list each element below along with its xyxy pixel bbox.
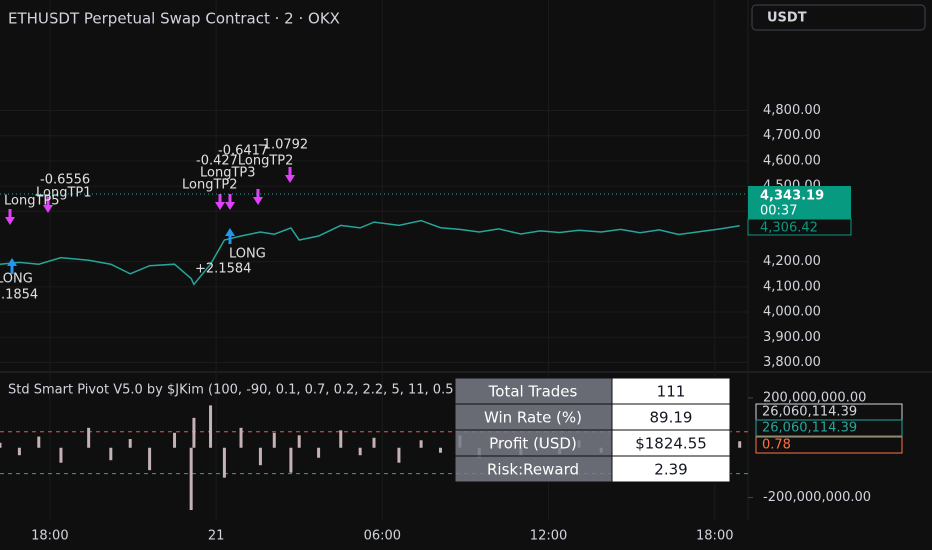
y-tick-label: 4,800.00 — [763, 103, 821, 118]
trade-annotation: LongTP5 — [4, 194, 60, 209]
trade-annotation: -0.6556 — [40, 173, 90, 188]
price-tag-box — [748, 186, 851, 220]
table-value: 2.39 — [654, 461, 687, 479]
exit-arrow — [225, 194, 235, 210]
indicator-title: Std Smart Pivot V5.0 by $JKim (100, -90,… — [8, 383, 453, 398]
histogram-bar — [192, 417, 196, 448]
table-value: 89.19 — [650, 409, 693, 427]
currency-button[interactable] — [751, 4, 926, 31]
price-tag: 4,306.42 — [760, 221, 818, 236]
table-value-cell — [611, 377, 731, 405]
table-label-cell — [454, 377, 613, 405]
trade-annotation: LongTP2 — [182, 178, 238, 193]
histogram-bar — [239, 427, 243, 448]
indicator-tag: 26,060,114.39 — [762, 421, 857, 436]
histogram-bar — [358, 447, 362, 456]
exit-arrow — [215, 194, 225, 210]
histogram-bar — [397, 447, 401, 463]
histogram-bar — [37, 436, 41, 448]
indicator-tag-box — [755, 436, 903, 454]
histogram-bar — [272, 432, 276, 448]
indicator-tag-box — [755, 419, 903, 437]
table-value-cell — [611, 403, 731, 431]
y-tick-label: 4,200.00 — [763, 254, 821, 269]
price-tag: 4,343.19 — [760, 189, 824, 204]
trade-annotation: +2.1584 — [195, 262, 251, 277]
x-tick-label: 06:00 — [364, 529, 401, 544]
table-value-cell — [611, 429, 731, 457]
table-label: Risk:Reward — [487, 461, 579, 479]
histogram-bar — [17, 447, 21, 456]
histogram-bar — [189, 447, 193, 511]
histogram-bar — [339, 430, 343, 448]
table-label: Win Rate (%) — [484, 409, 582, 427]
y-tick-label: 3,900.00 — [763, 330, 821, 345]
histogram-bar — [419, 440, 423, 448]
histogram-bar — [297, 435, 301, 448]
y-tick-label: 3,800.00 — [763, 355, 821, 370]
table-value-cell — [611, 455, 731, 483]
trade-annotation: -0.427LongTP2 — [196, 154, 293, 169]
entry-arrow — [7, 258, 17, 274]
table-value: 111 — [657, 383, 686, 401]
y-tick-label: 4,700.00 — [763, 128, 821, 143]
histogram-bar — [289, 447, 293, 473]
histogram-bar — [59, 447, 63, 463]
histogram-bar — [258, 447, 262, 466]
x-tick-label: 18:00 — [696, 529, 733, 544]
histogram-bar — [372, 437, 376, 448]
trade-annotation: -1.0792 — [258, 138, 308, 153]
histogram-bar — [209, 405, 213, 448]
histogram-bar — [173, 432, 177, 448]
exit-arrow — [5, 209, 15, 225]
histogram-bar — [128, 439, 132, 448]
histogram-bar — [87, 427, 91, 448]
trade-annotation: LongTP3 — [200, 166, 256, 181]
entry-arrow — [225, 228, 235, 244]
chart-title: ETHUSDT Perpetual Swap Contract · 2 · OK… — [8, 10, 340, 28]
y-tick-label: 200,000,000.00 — [763, 390, 866, 405]
histogram-bar — [148, 447, 152, 471]
trade-annotation: LONG — [229, 247, 266, 262]
trade-annotation: -0.6417 — [218, 144, 268, 159]
trade-annotation: LongTP1 — [36, 186, 92, 201]
table-label-cell — [454, 455, 613, 483]
trade-annotation: -1.1854 — [0, 288, 38, 303]
indicator-tag: 0.78 — [762, 438, 791, 453]
histogram-bar — [0, 442, 2, 448]
histogram-bar — [438, 447, 442, 453]
x-tick-label: 21 — [208, 529, 225, 544]
countdown-tag: 00:37 — [760, 204, 797, 219]
x-tick-label: 12:00 — [530, 529, 567, 544]
histogram-bar — [222, 447, 226, 478]
exit-arrow — [285, 167, 295, 183]
table-value: $1824.55 — [635, 435, 707, 453]
exit-arrow — [43, 197, 53, 213]
table-label-cell — [454, 403, 613, 431]
table-label-cell — [454, 429, 613, 457]
y-tick-label: 4,100.00 — [763, 279, 821, 294]
y-tick-label: -200,000,000.00 — [763, 490, 871, 505]
price-tag-box — [747, 218, 852, 236]
histogram-bar — [109, 447, 113, 461]
histogram-bar — [317, 447, 321, 458]
x-tick-label: 18:00 — [31, 529, 68, 544]
exit-arrow — [253, 189, 263, 205]
y-tick-label: 4,600.00 — [763, 153, 821, 168]
indicator-tag: 26,060,114.39 — [762, 405, 857, 420]
table-label: Profit (USD) — [489, 435, 577, 453]
y-tick-label: 4,000.00 — [763, 305, 821, 320]
currency-label[interactable]: USDT — [767, 11, 807, 26]
price-line — [0, 219, 740, 286]
histogram-bar — [738, 441, 742, 448]
table-label: Total Trades — [488, 383, 578, 401]
trade-annotation: LONG — [0, 272, 33, 287]
